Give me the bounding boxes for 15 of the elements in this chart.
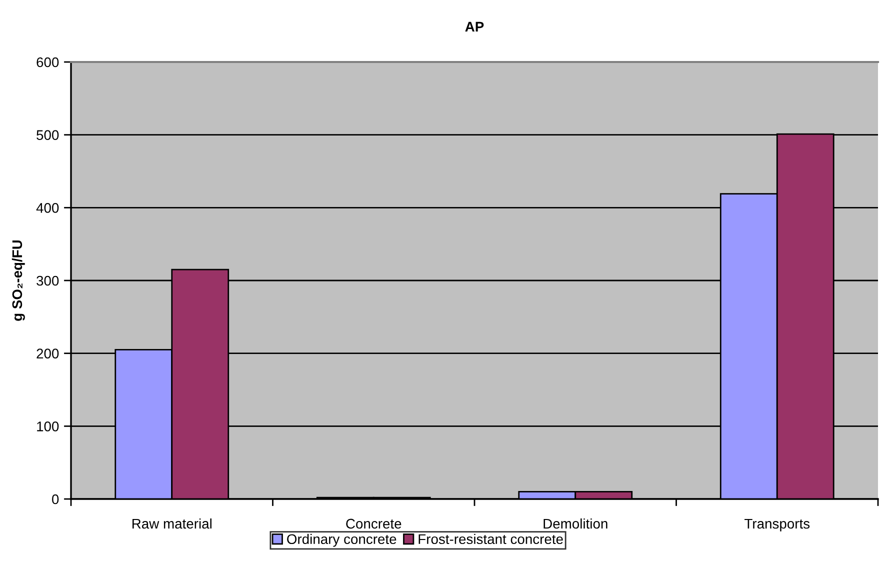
y-tick-label: 0 (52, 494, 59, 504)
y-tick-label: 500 (36, 130, 59, 140)
chart-title: AP (465, 22, 484, 32)
y-tick-label: 600 (36, 57, 59, 68)
x-tick-label: Raw material (132, 518, 212, 529)
y-tick-label: 400 (36, 203, 59, 213)
y-tick-label: 100 (37, 422, 59, 432)
y-tick-label: 300 (36, 276, 59, 286)
legend-label: Frost-resistant concrete (418, 534, 563, 544)
y-tick-label: 200 (36, 348, 59, 359)
legend-label: Ordinary concrete (287, 534, 396, 547)
x-tick-label: Concrete (346, 518, 402, 529)
x-tick-label: Demolition (544, 518, 608, 529)
x-tick-label: Transports (744, 518, 810, 532)
y-axis-title: g SO₂-eq/FU (12, 240, 25, 321)
